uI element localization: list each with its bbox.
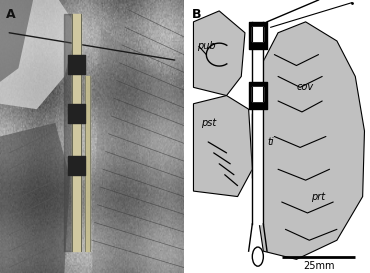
Ellipse shape xyxy=(252,247,263,266)
Polygon shape xyxy=(194,96,252,197)
Text: pst: pst xyxy=(201,118,216,128)
Text: B: B xyxy=(192,8,201,21)
Text: cov: cov xyxy=(296,82,313,92)
Polygon shape xyxy=(92,27,184,273)
Text: ti: ti xyxy=(267,137,274,147)
Polygon shape xyxy=(194,11,245,96)
Text: 25mm: 25mm xyxy=(303,261,334,271)
Text: prt: prt xyxy=(311,192,325,201)
Polygon shape xyxy=(0,0,77,109)
Polygon shape xyxy=(0,0,33,82)
Text: pub: pub xyxy=(197,41,216,51)
Polygon shape xyxy=(0,123,70,273)
Text: A: A xyxy=(6,8,15,21)
Polygon shape xyxy=(252,22,364,259)
